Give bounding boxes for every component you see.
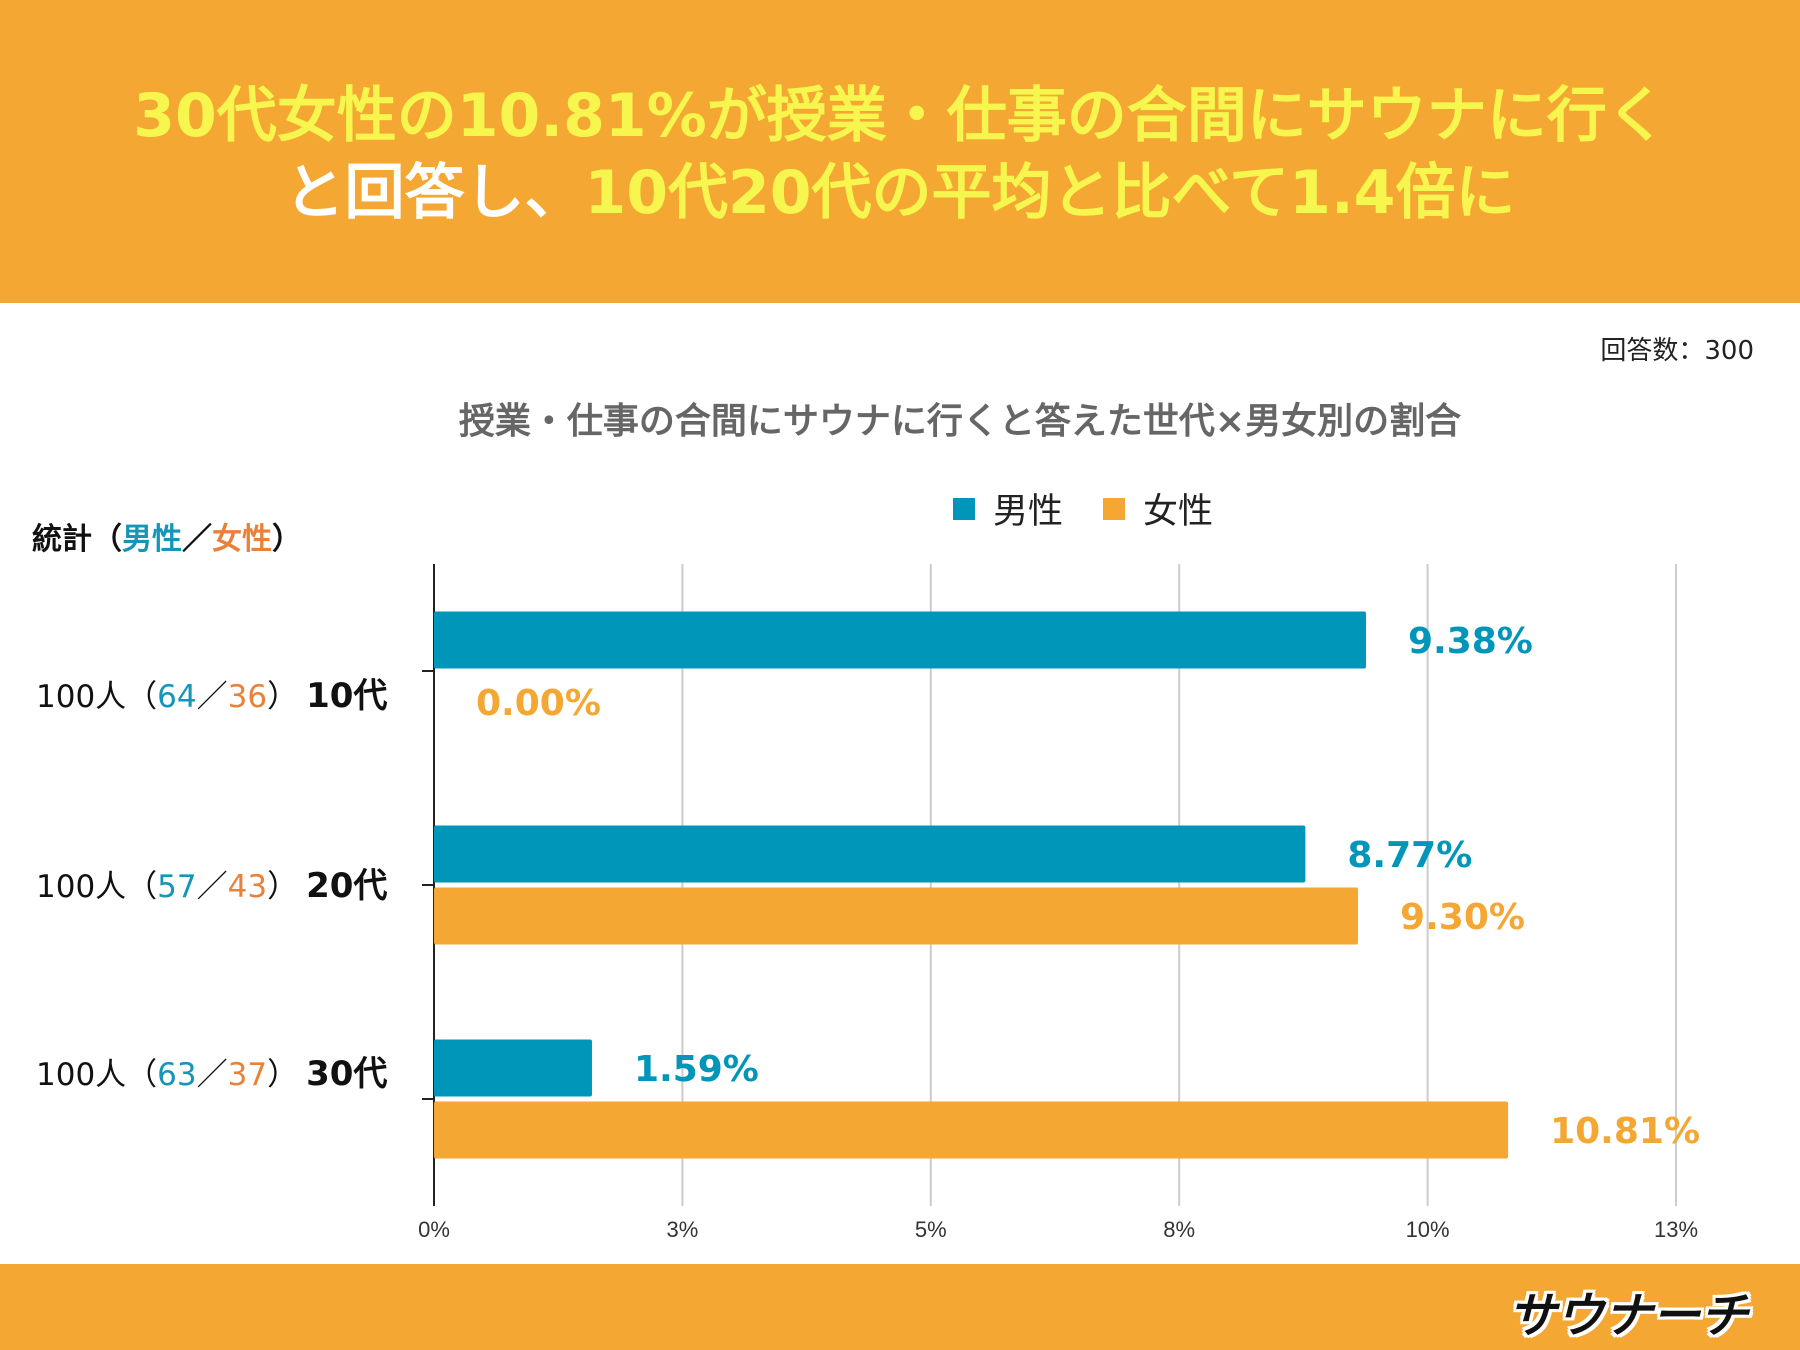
bar-female <box>434 1101 1509 1159</box>
legend-item-female: 女性 <box>1103 483 1213 534</box>
stat-row-20s: 100人（57／43） 20代 <box>36 858 387 907</box>
data-label-female: 0.00% <box>476 683 601 724</box>
bar-female <box>434 887 1359 945</box>
bar-male <box>434 1039 592 1097</box>
stat-male-count: 64 <box>157 679 197 715</box>
headline-line-2: と回答し、10代20代の平均と比べて1.4倍に <box>0 157 1800 229</box>
stats-header-female: 女性 <box>212 522 272 557</box>
legend-swatch-female <box>1103 497 1126 520</box>
header-banner: 30代女性の10.81%が授業・仕事の合間にサウナに行く と回答し、10代20代… <box>0 0 1800 303</box>
data-label-male: 9.38% <box>1408 621 1533 662</box>
stat-total: 100人（ <box>36 869 158 905</box>
stat-female-count: 36 <box>227 679 268 715</box>
data-label-male: 1.59% <box>634 1049 759 1090</box>
stat-male-count: 57 <box>157 869 197 905</box>
x-tick-label: 5% <box>915 1217 947 1242</box>
stat-sep: ／ <box>196 679 228 715</box>
brand-logo: サウナーチ <box>1507 1288 1748 1344</box>
legend-label-female: 女性 <box>1143 492 1214 532</box>
data-label-female: 9.30% <box>1400 897 1525 938</box>
stat-row-30s: 100人（63／37） 30代 <box>36 1046 387 1095</box>
bar-male <box>434 825 1306 883</box>
bar-male <box>434 611 1366 669</box>
legend-swatch-male <box>953 497 975 520</box>
headline-highlight-2: 10代20代の平均と比べて1.4倍に <box>584 158 1516 228</box>
x-tick-label: 8% <box>1163 1217 1195 1242</box>
x-tick-label: 0% <box>418 1217 450 1242</box>
stats-header-sep: ／ <box>182 522 212 557</box>
legend-label-male: 男性 <box>993 492 1064 532</box>
category-label: 20代 <box>306 866 388 906</box>
stat-female-count: 43 <box>227 869 268 905</box>
stat-close: ） <box>267 869 299 905</box>
stats-header: 統計（男性／女性） <box>32 514 302 558</box>
stat-close: ） <box>267 1057 299 1093</box>
data-label-female: 10.81% <box>1550 1111 1700 1152</box>
headline-white-2: と回答し、 <box>284 158 585 228</box>
category-label: 30代 <box>306 1054 388 1094</box>
stat-male-count: 63 <box>157 1057 197 1093</box>
stat-total: 100人（ <box>36 679 158 715</box>
stat-sep: ／ <box>196 869 228 905</box>
stat-total: 100人（ <box>36 1057 158 1093</box>
stats-header-suffix: ） <box>272 522 302 557</box>
stat-close: ） <box>267 679 299 715</box>
x-tick-label: 10% <box>1406 1217 1450 1242</box>
chart-legend: 男性 女性 <box>953 483 1253 534</box>
response-count: 回答数：300 <box>1600 336 1754 366</box>
stats-header-prefix: 統計（ <box>32 522 122 557</box>
headline-highlight-1: 30代女性の10.81%が授業・仕事の合間にサウナに行く <box>133 81 1667 151</box>
x-tick-label: 13% <box>1654 1217 1698 1242</box>
footer-banner: サウナーチ <box>0 1264 1800 1350</box>
data-label-male: 8.77% <box>1347 835 1472 876</box>
headline-line-1: 30代女性の10.81%が授業・仕事の合間にサウナに行く <box>0 80 1800 152</box>
stat-row-10s: 100人（64／36） 10代 <box>36 668 387 717</box>
x-tick-label: 3% <box>667 1217 699 1242</box>
stat-female-count: 37 <box>227 1057 268 1093</box>
stat-sep: ／ <box>196 1057 228 1093</box>
legend-item-male: 男性 <box>953 483 1063 534</box>
bar-chart: 0% 3% 5% 8% 10% 13% 9.38% 0.00% 8.77% 9.30% 1.59% 1… <box>418 564 1700 1242</box>
category-label: 10代 <box>306 676 388 716</box>
chart-title: 授業・仕事の合間にサウナに行くと答えた世代×男女別の割合 <box>458 401 1462 442</box>
stats-header-male: 男性 <box>122 522 182 557</box>
